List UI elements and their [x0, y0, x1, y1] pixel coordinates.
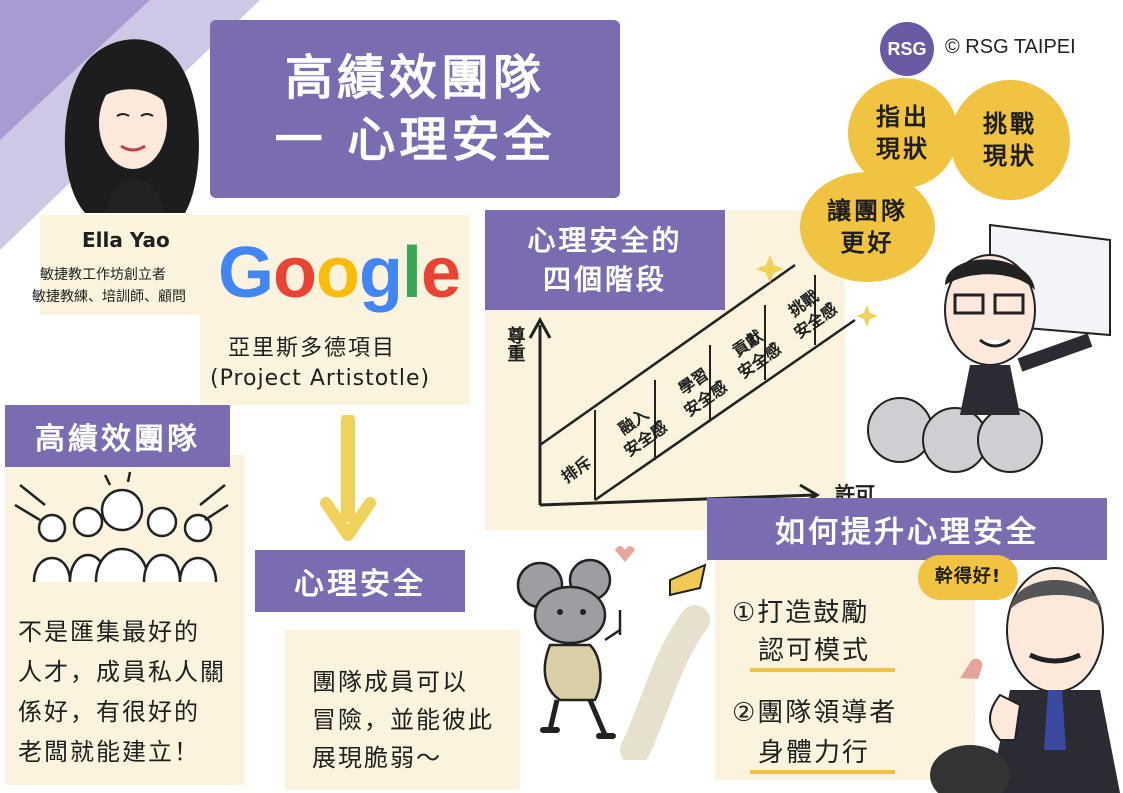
bubble-better: 讓團隊 更好	[800, 172, 935, 282]
stages-banner: 心理安全的 四個階段	[485, 210, 725, 310]
google-panel	[200, 215, 470, 405]
google-logo: Google	[218, 233, 461, 313]
google-project-english: (Project Artistotle)	[210, 366, 431, 391]
bubble-text: 現狀	[983, 142, 1037, 170]
bubble-text: 挑戰	[983, 109, 1037, 138]
high-perf-banner: 高績效團隊	[5, 405, 230, 467]
people-group-icon	[14, 471, 229, 583]
bubble-text: 指出	[876, 102, 930, 131]
y-axis-text: 尊重	[504, 326, 526, 362]
bubble-text: 幹得好!	[934, 566, 1002, 588]
bubble-good-job: 幹得好!	[918, 555, 1018, 600]
speaker-role-1: 敏捷教工作坊創立者	[40, 267, 166, 283]
psych-safety-banner: 心理安全	[255, 550, 465, 612]
copyright-text: © RSG TAIPEI	[945, 36, 1076, 58]
boss-illustration	[930, 567, 1120, 793]
psych-safety-text-2: 冒險，並能彼此	[312, 706, 494, 734]
underline-1	[750, 668, 895, 672]
high-perf-text-4: 老闆就能建立！	[18, 738, 200, 766]
presenter-illustration	[867, 223, 1111, 473]
bubble-point-out: 指出 現狀	[848, 78, 958, 188]
underline-2	[750, 770, 895, 774]
psych-safety-title: 心理安全	[294, 567, 426, 602]
bubble-challenge: 挑戰 現狀	[950, 80, 1070, 200]
page-title: 高績效團隊	[284, 49, 545, 106]
improve-title: 如何提升心理安全	[775, 515, 1039, 550]
improve-item-1a: ①打造鼓勵	[732, 598, 870, 628]
speaker-panel	[40, 215, 230, 315]
google-project-name: 亞里斯多德項目	[228, 336, 397, 361]
mouse-illustration	[516, 546, 710, 760]
psych-safety-text-3: 展現脆弱～	[312, 744, 442, 772]
rsg-logo: RSG	[880, 22, 934, 76]
improve-item-1b: 認可模式	[758, 636, 871, 666]
high-perf-text-2: 人才，成員私人關	[18, 658, 226, 686]
title-banner: 高績效團隊 一 心理安全	[210, 20, 620, 198]
high-perf-text-1: 不是匯集最好的	[18, 618, 200, 646]
improve-banner: 如何提升心理安全	[707, 498, 1107, 560]
psych-safety-panel	[285, 630, 520, 790]
stages-title-1: 心理安全的	[527, 223, 683, 257]
down-arrow-icon	[320, 415, 376, 541]
psych-safety-text-1: 團隊成員可以	[312, 668, 468, 696]
y-axis-label: 尊重	[503, 326, 526, 362]
speaker-portrait	[64, 39, 199, 213]
improve-item-2b: 身體力行	[758, 738, 871, 768]
stages-title-2: 四個階段	[542, 263, 667, 296]
rsg-logo-text: RSG	[887, 38, 927, 59]
speaker-role-2: 敏捷教練、培訓師、顧問	[32, 289, 186, 305]
high-perf-title: 高績效團隊	[35, 422, 200, 457]
page-subtitle: 一 心理安全	[274, 112, 556, 168]
bubble-text: 讓團隊	[827, 196, 908, 225]
stages-diagram	[528, 255, 878, 507]
speaker-name: Ella Yao	[82, 228, 170, 252]
improve-item-2a: ②團隊領導者	[732, 698, 898, 728]
bubble-text: 現狀	[876, 135, 930, 163]
high-perf-text-3: 係好，有很好的	[18, 698, 200, 726]
bubble-text: 更好	[840, 229, 895, 257]
